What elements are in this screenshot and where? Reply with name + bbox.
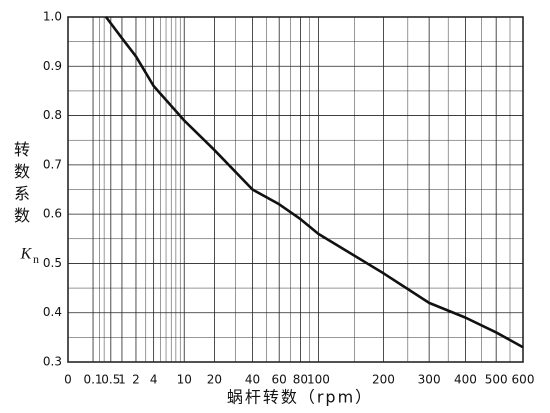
y-tick-label: 1.0 (43, 10, 62, 24)
y-symbol-sub: n (33, 252, 39, 266)
y-symbol: K (20, 246, 33, 263)
x-tick-label: 100 (307, 373, 330, 387)
y-tick-label: 0.9 (43, 59, 62, 73)
y-tick-label: 0.8 (43, 108, 62, 122)
x-tick-label: 600 (512, 373, 535, 387)
y-tick-label: 0.4 (43, 305, 62, 319)
x-tick-label: 500 (485, 373, 508, 387)
x-tick-label: 0.5 (101, 373, 120, 387)
x-tick-label: 2 (132, 373, 140, 387)
x-tick-label: 40 (245, 373, 260, 387)
x-tick-label: 400 (454, 373, 477, 387)
x-tick-label: 60 (272, 373, 287, 387)
x-tick-label: 4 (150, 373, 158, 387)
y-axis-label: 转数系数 (14, 140, 30, 225)
y-tick-label: 0.3 (43, 355, 62, 369)
x-tick-label: 1 (118, 373, 126, 387)
x-tick-label: 200 (372, 373, 395, 387)
x-tick-label: 10 (177, 373, 192, 387)
y-tick-label: 0.7 (43, 157, 62, 171)
x-tick-label: 0 (64, 373, 72, 387)
data-line (104, 16, 524, 349)
x-axis-label: 蜗杆转数（rpm） (227, 388, 373, 407)
x-tick-label: 0.1 (83, 373, 102, 387)
y-tick-label: 0.5 (43, 256, 62, 270)
x-tick-label: 80 (293, 373, 308, 387)
x-tick-label: 300 (418, 373, 441, 387)
y-tick-label: 0.6 (43, 207, 62, 221)
x-tick-label: 20 (207, 373, 222, 387)
